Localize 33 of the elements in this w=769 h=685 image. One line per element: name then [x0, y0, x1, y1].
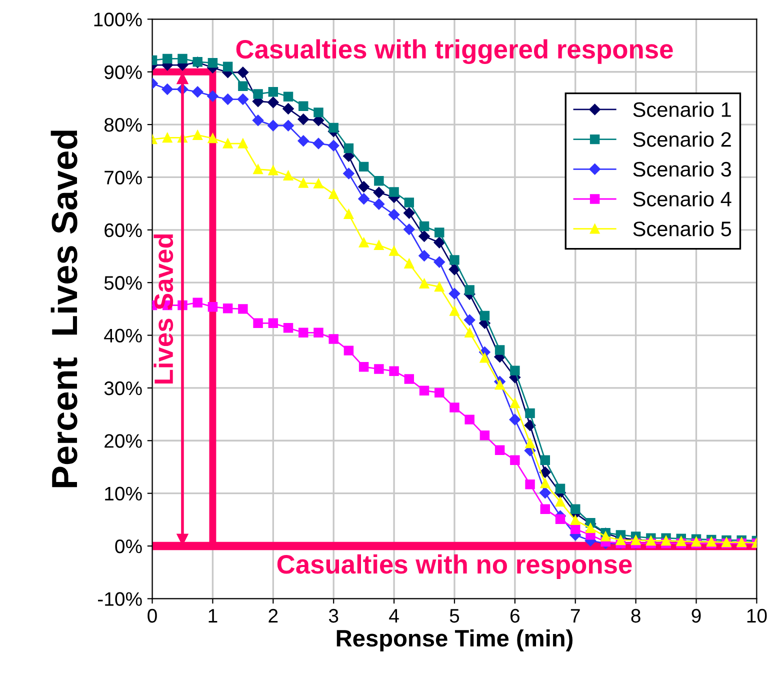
legend-label: Scenario 2	[633, 132, 731, 147]
x-axis-title: Response Time (min)	[336, 629, 572, 652]
y-axis-title: Percent Lives Saved	[50, 130, 78, 488]
legend-label: Scenario 3	[633, 161, 731, 177]
legend-label: Scenario 4	[633, 191, 732, 206]
y-tick-label: 60%	[104, 223, 142, 238]
annotation: Casualties with triggered response	[236, 39, 673, 64]
x-tick-label: 4	[389, 609, 399, 623]
y-tick-label: 90%	[104, 65, 142, 80]
legend-label: Scenario 5	[633, 221, 732, 236]
x-tick-label: 1	[208, 609, 218, 623]
y-tick-label: 70%	[104, 170, 142, 184]
x-tick-label: 6	[510, 608, 520, 623]
x-tick-label: 5	[450, 609, 460, 623]
x-tick-label: 8	[631, 608, 640, 623]
ref-line-label: Casualties with no response	[277, 554, 632, 579]
x-tick-label: 0	[148, 608, 157, 623]
x-tick-label: 7	[570, 609, 580, 623]
x-tick-label: 2	[268, 608, 278, 623]
y-tick-label: 0%	[115, 539, 142, 554]
y-tick-label: 10%	[105, 486, 142, 501]
y-tick-label: 50%	[104, 276, 142, 290]
x-tick-label: 3	[328, 608, 338, 623]
y-tick-label: 20%	[104, 434, 142, 448]
y-tick-label: 30%	[104, 381, 142, 396]
y-tick-label: -10%	[98, 592, 142, 606]
x-tick-label: 9	[692, 608, 701, 623]
legend-label: Scenario 1	[633, 102, 731, 117]
y-tick-label: 100%	[94, 12, 142, 26]
x-tick-label: 10	[747, 608, 767, 623]
y-tick-label: 80%	[104, 118, 142, 132]
y-tick-label: 40%	[104, 328, 142, 343]
annotation: Lives Saved	[154, 234, 174, 384]
